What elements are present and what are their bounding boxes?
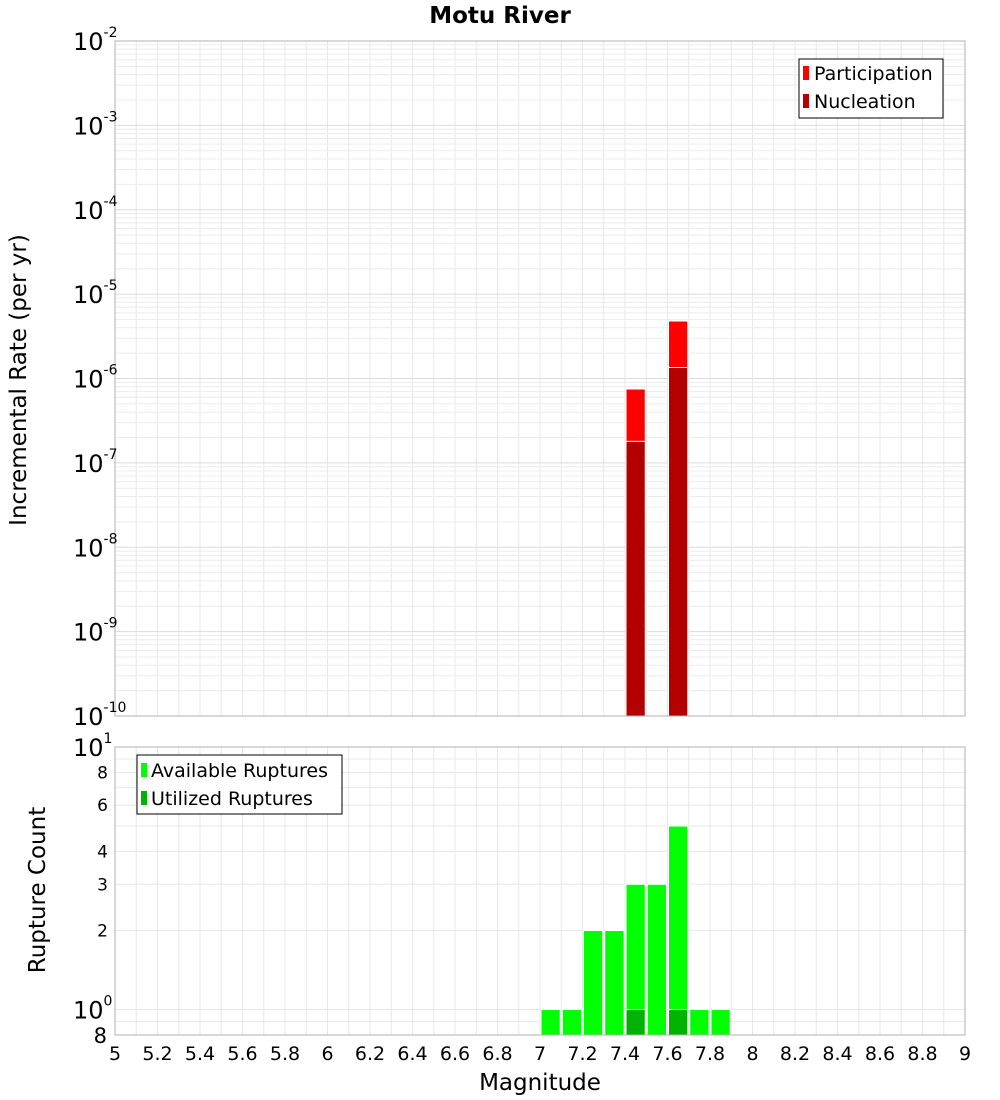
x-tick-label: 7.2 — [567, 1043, 597, 1065]
count-bar-available-ruptures — [710, 1009, 731, 1036]
count-bar-utilized-ruptures — [668, 1009, 689, 1036]
rate-y-tick-label: 10-4 — [73, 194, 118, 225]
rate-bars — [625, 320, 689, 717]
x-tick-label: 6.2 — [355, 1043, 385, 1065]
x-axis-label: Magnitude — [479, 1070, 601, 1096]
legend-swatch-participation — [803, 66, 809, 80]
count-y-tick-label: 8 — [97, 763, 108, 783]
legend-swatch-available-ruptures — [141, 763, 147, 777]
x-tick-label: 9 — [959, 1043, 971, 1065]
count-bar-available-ruptures — [689, 1009, 710, 1036]
chart-title: Motu River — [429, 3, 571, 29]
x-tick-label: 8.2 — [780, 1043, 810, 1065]
count-bar-available-ruptures — [668, 825, 689, 1036]
legend-swatch-nucleation — [803, 94, 809, 108]
count-plot-border — [114, 746, 966, 1036]
x-tick-label: 5.8 — [270, 1043, 300, 1065]
x-tick-label: 6.8 — [482, 1043, 512, 1065]
x-tick-label: 7.8 — [695, 1043, 725, 1065]
x-tick-label: 5.4 — [185, 1043, 215, 1065]
rate-y-tick-label: 10-8 — [73, 531, 118, 562]
count-bar-available-ruptures — [540, 1009, 561, 1036]
x-tick-label: 7.4 — [610, 1043, 640, 1065]
count-y-tick-label: 3 — [97, 875, 108, 895]
count-y-tick-label: 2 — [97, 922, 108, 942]
rate-y-tick-label: 10-7 — [73, 447, 118, 478]
x-tick-label: 8.4 — [822, 1043, 852, 1065]
rate-y-tick-label: 10-6 — [73, 363, 118, 394]
count-grid — [114, 747, 966, 1036]
count-y-tick-label: 100 — [73, 994, 112, 1025]
legend-label-participation: Participation — [814, 63, 933, 85]
count-y-tick-label: 4 — [97, 842, 108, 862]
x-tick-label: 7 — [534, 1043, 546, 1065]
legend-label-nucleation: Nucleation — [814, 91, 916, 113]
x-tick-label: 8 — [746, 1043, 758, 1065]
x-tick-label: 8.8 — [907, 1043, 937, 1065]
rate-bar-nucleation — [668, 367, 689, 717]
count-bar-utilized-ruptures — [625, 1009, 646, 1036]
legend-label-utilized-ruptures: Utilized Ruptures — [151, 788, 313, 810]
rate-panel: 10-10 10-9 10-8 10-7 10-6 10-5 10-4 10-3 10-2 Mo… — [6, 3, 966, 731]
rate-legend-box — [798, 58, 944, 119]
x-tick-label: 5.6 — [227, 1043, 257, 1065]
rate-y-ticks: 10-10 10-9 10-8 10-7 10-6 10-5 10-4 10-3 10-2 — [73, 25, 126, 731]
rate-legend: Participation Nucleation — [798, 58, 944, 119]
count-bars — [540, 825, 731, 1036]
count-y-tick-label: 101 — [73, 731, 112, 762]
x-tick-label: 6.6 — [440, 1043, 470, 1065]
count-y-tick-label: 8 — [94, 1024, 107, 1048]
rate-plot-border — [114, 40, 966, 717]
count-bar-available-ruptures — [604, 930, 625, 1036]
magnitude-x-ticks: 5 5.2 5.4 5.6 5.8 6 6.2 6.4 6.6 6.8 7 7.2 7.4 7.6 7.8 8… — [109, 1043, 971, 1065]
count-bar-available-ruptures — [583, 930, 604, 1036]
legend-label-available-ruptures: Available Ruptures — [151, 760, 328, 782]
rate-grid — [114, 41, 966, 717]
legend-swatch-utilized-ruptures — [141, 791, 147, 805]
x-tick-label: 8.6 — [865, 1043, 895, 1065]
x-tick-label: 7.6 — [652, 1043, 682, 1065]
rate-y-tick-label: 10-10 — [73, 700, 126, 731]
rate-bar-nucleation — [625, 440, 646, 717]
count-y-tick-label: 6 — [97, 796, 108, 816]
rate-y-tick-label: 10-5 — [73, 278, 118, 309]
count-bar-available-ruptures — [561, 1009, 582, 1036]
rate-y-tick-label: 10-3 — [73, 109, 118, 140]
count-legend-box — [136, 754, 343, 815]
x-tick-label: 6.4 — [397, 1043, 427, 1065]
x-tick-label: 6 — [321, 1043, 333, 1065]
count-bar-available-ruptures — [646, 883, 667, 1036]
x-tick-label: 5 — [109, 1043, 121, 1065]
rate-y-axis-label: Incremental Rate (per yr) — [6, 234, 32, 526]
count-y-axis-label: Rupture Count — [25, 807, 51, 973]
count-legend: Available Ruptures Utilized Ruptures — [136, 754, 343, 815]
x-tick-label: 5.2 — [142, 1043, 172, 1065]
rate-y-tick-label: 10-2 — [73, 25, 118, 56]
rate-y-tick-label: 10-9 — [73, 616, 118, 647]
